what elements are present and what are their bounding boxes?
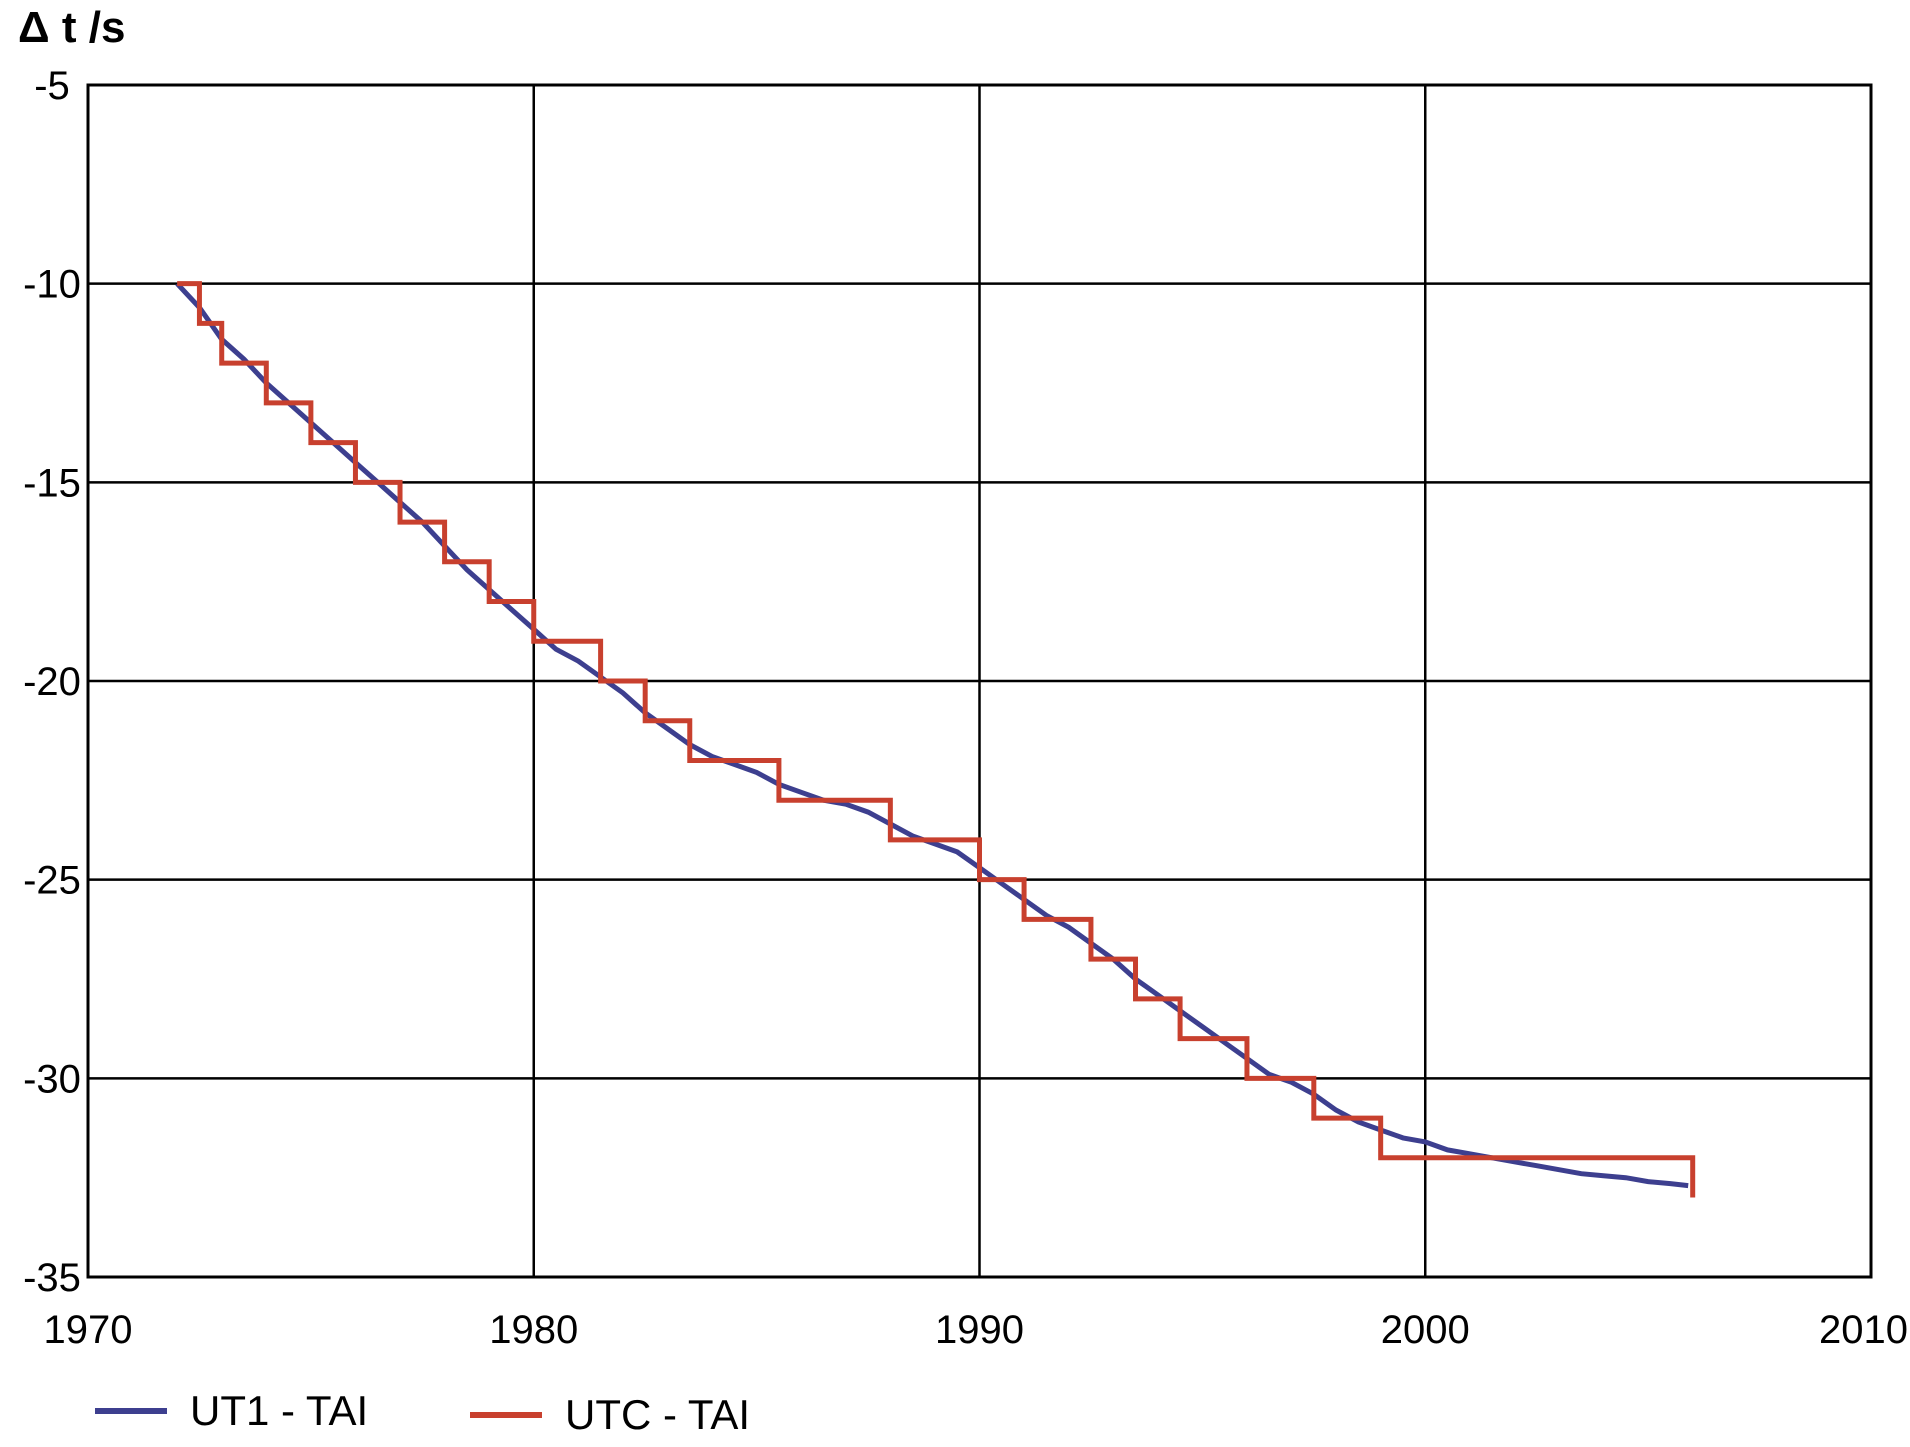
grid — [86, 83, 1873, 1279]
y-tick-label: -15 — [23, 461, 81, 505]
x-tick-label: 2010 — [1819, 1308, 1908, 1352]
series-2 — [177, 281, 1696, 1198]
plot-frame — [86, 83, 1873, 1279]
y-tick-label: -30 — [23, 1057, 81, 1101]
y-tick-label: -35 — [23, 1256, 81, 1300]
y-tick-label: -5 — [34, 64, 70, 108]
x-tick-label: 1970 — [44, 1308, 133, 1352]
y-tick-label: -20 — [23, 660, 81, 704]
series-line — [175, 281, 1689, 1189]
series-line — [177, 281, 1696, 1198]
y-tick-label: -10 — [23, 263, 81, 307]
series-1 — [175, 281, 1689, 1189]
y-tick-labels: -5 -10 -15 -20 -25 -30 -35 — [23, 64, 81, 1300]
y-tick-label: -25 — [23, 859, 81, 903]
legend-item: UTC - TAI — [470, 1391, 750, 1438]
y-axis-label: Δ t /s — [18, 3, 125, 52]
legend-label: UTC - TAI — [565, 1391, 750, 1438]
legend: UT1 - TAI UTC - TAI — [95, 1387, 750, 1438]
legend-item: UT1 - TAI — [95, 1387, 368, 1434]
x-tick-labels: 1970 1980 1990 2000 2010 — [44, 1308, 1908, 1352]
x-tick-label: 1990 — [935, 1308, 1024, 1352]
series-group — [175, 281, 1696, 1198]
x-tick-label: 2000 — [1381, 1308, 1470, 1352]
x-tick-label: 1980 — [489, 1308, 578, 1352]
legend-label: UT1 - TAI — [190, 1387, 368, 1434]
